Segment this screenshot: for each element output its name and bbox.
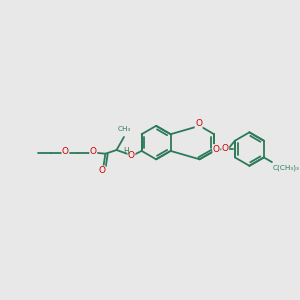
Text: O: O <box>222 144 229 153</box>
Text: CH₃: CH₃ <box>117 126 131 132</box>
Text: O: O <box>128 151 135 160</box>
Text: O: O <box>213 145 220 154</box>
Text: C(CH₃)₃: C(CH₃)₃ <box>273 165 300 171</box>
Text: O: O <box>98 166 105 175</box>
Text: O: O <box>195 119 202 128</box>
Text: O: O <box>62 147 69 156</box>
Text: O: O <box>90 147 97 156</box>
Text: H: H <box>123 147 129 156</box>
